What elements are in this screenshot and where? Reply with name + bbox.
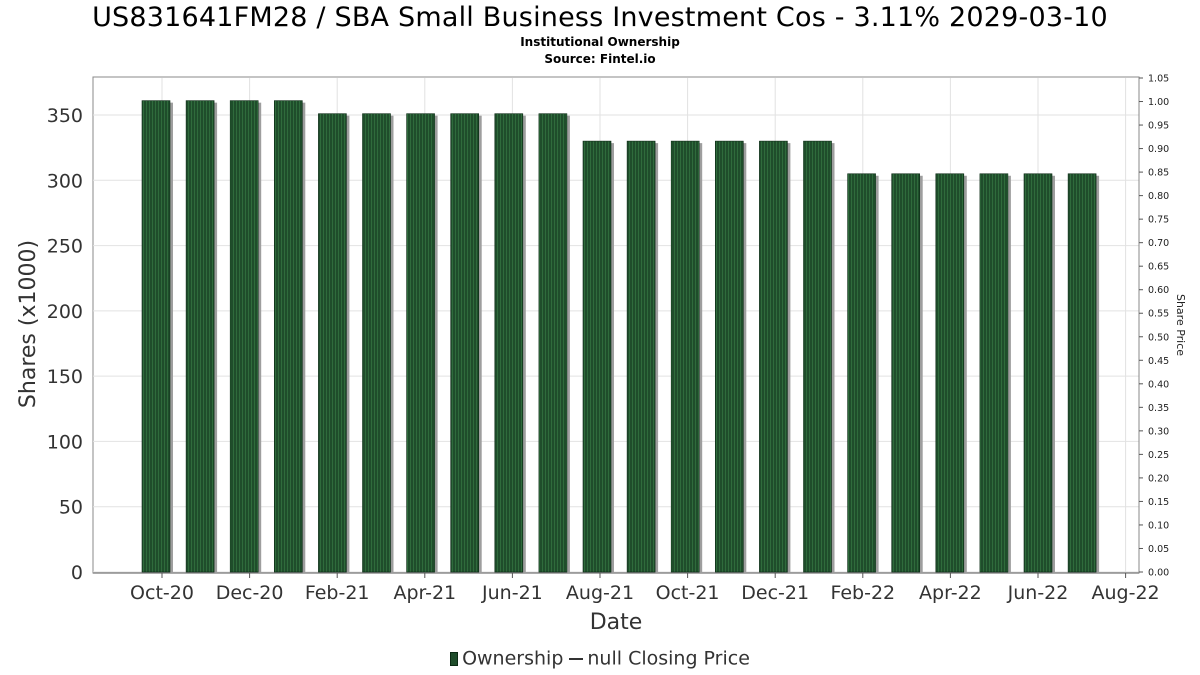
y2-tick-label: 0.55 [1148, 309, 1169, 320]
y2-tick-label: 0.35 [1148, 403, 1169, 414]
legend-price-label: null Closing Price [587, 647, 750, 670]
y2-tick-label: 0.50 [1148, 332, 1169, 343]
y-axis-title: Shares (x1000) [16, 240, 41, 408]
bar [318, 113, 347, 573]
bar [229, 100, 259, 573]
y-tick-label: 100 [47, 431, 83, 453]
bar [141, 100, 171, 573]
chart-legend: Ownership null Closing Price [0, 647, 1200, 670]
y2-tick-label: 0.70 [1148, 238, 1169, 249]
y2-tick-label: 1.05 [1148, 74, 1169, 85]
x-tick-label: Oct-21 [656, 582, 720, 604]
x-tick-label: Apr-21 [393, 582, 456, 604]
y2-tick-label: 0.15 [1148, 497, 1169, 508]
chart-title: US831641FM28 / SBA Small Business Invest… [92, 2, 1108, 33]
ownership-legend-swatch [450, 651, 459, 666]
y-tick-label: 200 [47, 301, 83, 323]
bar [538, 113, 568, 573]
bar [979, 173, 1009, 573]
bar [1023, 173, 1053, 573]
bar [803, 140, 832, 573]
y2-tick-label: 0.95 [1148, 121, 1169, 132]
y2-tick-label: 0.75 [1148, 215, 1169, 226]
y-tick-label: 300 [47, 170, 83, 192]
bar [626, 140, 656, 573]
bar [714, 140, 744, 573]
x-tick-label: Aug-21 [566, 582, 634, 604]
y-tick-label: 150 [47, 366, 83, 388]
x-tick-label: Dec-20 [216, 582, 284, 604]
bar [273, 100, 303, 573]
x-axis-title: Date [590, 610, 643, 635]
price-legend-line [569, 657, 584, 660]
x-tick-label: Aug-22 [1092, 582, 1160, 604]
chart-source: Source: Fintel.io [544, 52, 656, 66]
y2-tick-label: 1.00 [1148, 97, 1169, 108]
x-tick-label: Apr-22 [919, 582, 982, 604]
bar [185, 100, 215, 573]
y-tick-label: 50 [59, 497, 83, 519]
y-tick-label: 350 [47, 105, 83, 127]
y2-tick-label: 0.20 [1148, 473, 1169, 484]
bar [891, 173, 921, 573]
bar [759, 140, 788, 573]
x-tick-label: Jun-21 [481, 582, 543, 604]
y2-tick-label: 0.05 [1148, 544, 1169, 555]
chart-subtitle: Institutional Ownership [520, 35, 680, 49]
y-tick-label: 250 [47, 236, 83, 258]
bar [406, 113, 435, 573]
bar [494, 113, 524, 573]
y2-tick-label: 0.65 [1148, 262, 1169, 273]
bar [1067, 173, 1097, 573]
bar [450, 113, 480, 573]
bar [362, 113, 391, 573]
y2-tick-label: 0.10 [1148, 520, 1169, 531]
y2-tick-label: 0.60 [1148, 285, 1169, 296]
bar [670, 140, 700, 573]
y2-tick-label: 0.90 [1148, 144, 1169, 155]
x-tick-label: Oct-20 [130, 582, 194, 604]
y2-tick-label: 0.85 [1148, 168, 1169, 179]
y-tick-label: 0 [71, 562, 83, 584]
x-tick-label: Feb-21 [305, 582, 370, 604]
bar [582, 140, 612, 573]
y2-tick-label: 0.00 [1148, 568, 1169, 579]
x-tick-label: Feb-22 [830, 582, 895, 604]
legend-ownership-label: Ownership [462, 647, 564, 670]
x-tick-label: Dec-21 [741, 582, 809, 604]
y2-tick-label: 0.80 [1148, 191, 1169, 202]
y2-tick-label: 0.45 [1148, 356, 1169, 367]
y2-axis-title: Share Price [1174, 294, 1187, 356]
y2-tick-label: 0.30 [1148, 426, 1169, 437]
bar [847, 173, 876, 573]
bar [935, 173, 965, 573]
y2-tick-label: 0.40 [1148, 379, 1169, 390]
y2-tick-label: 0.25 [1148, 450, 1169, 461]
x-tick-label: Jun-22 [1007, 582, 1069, 604]
